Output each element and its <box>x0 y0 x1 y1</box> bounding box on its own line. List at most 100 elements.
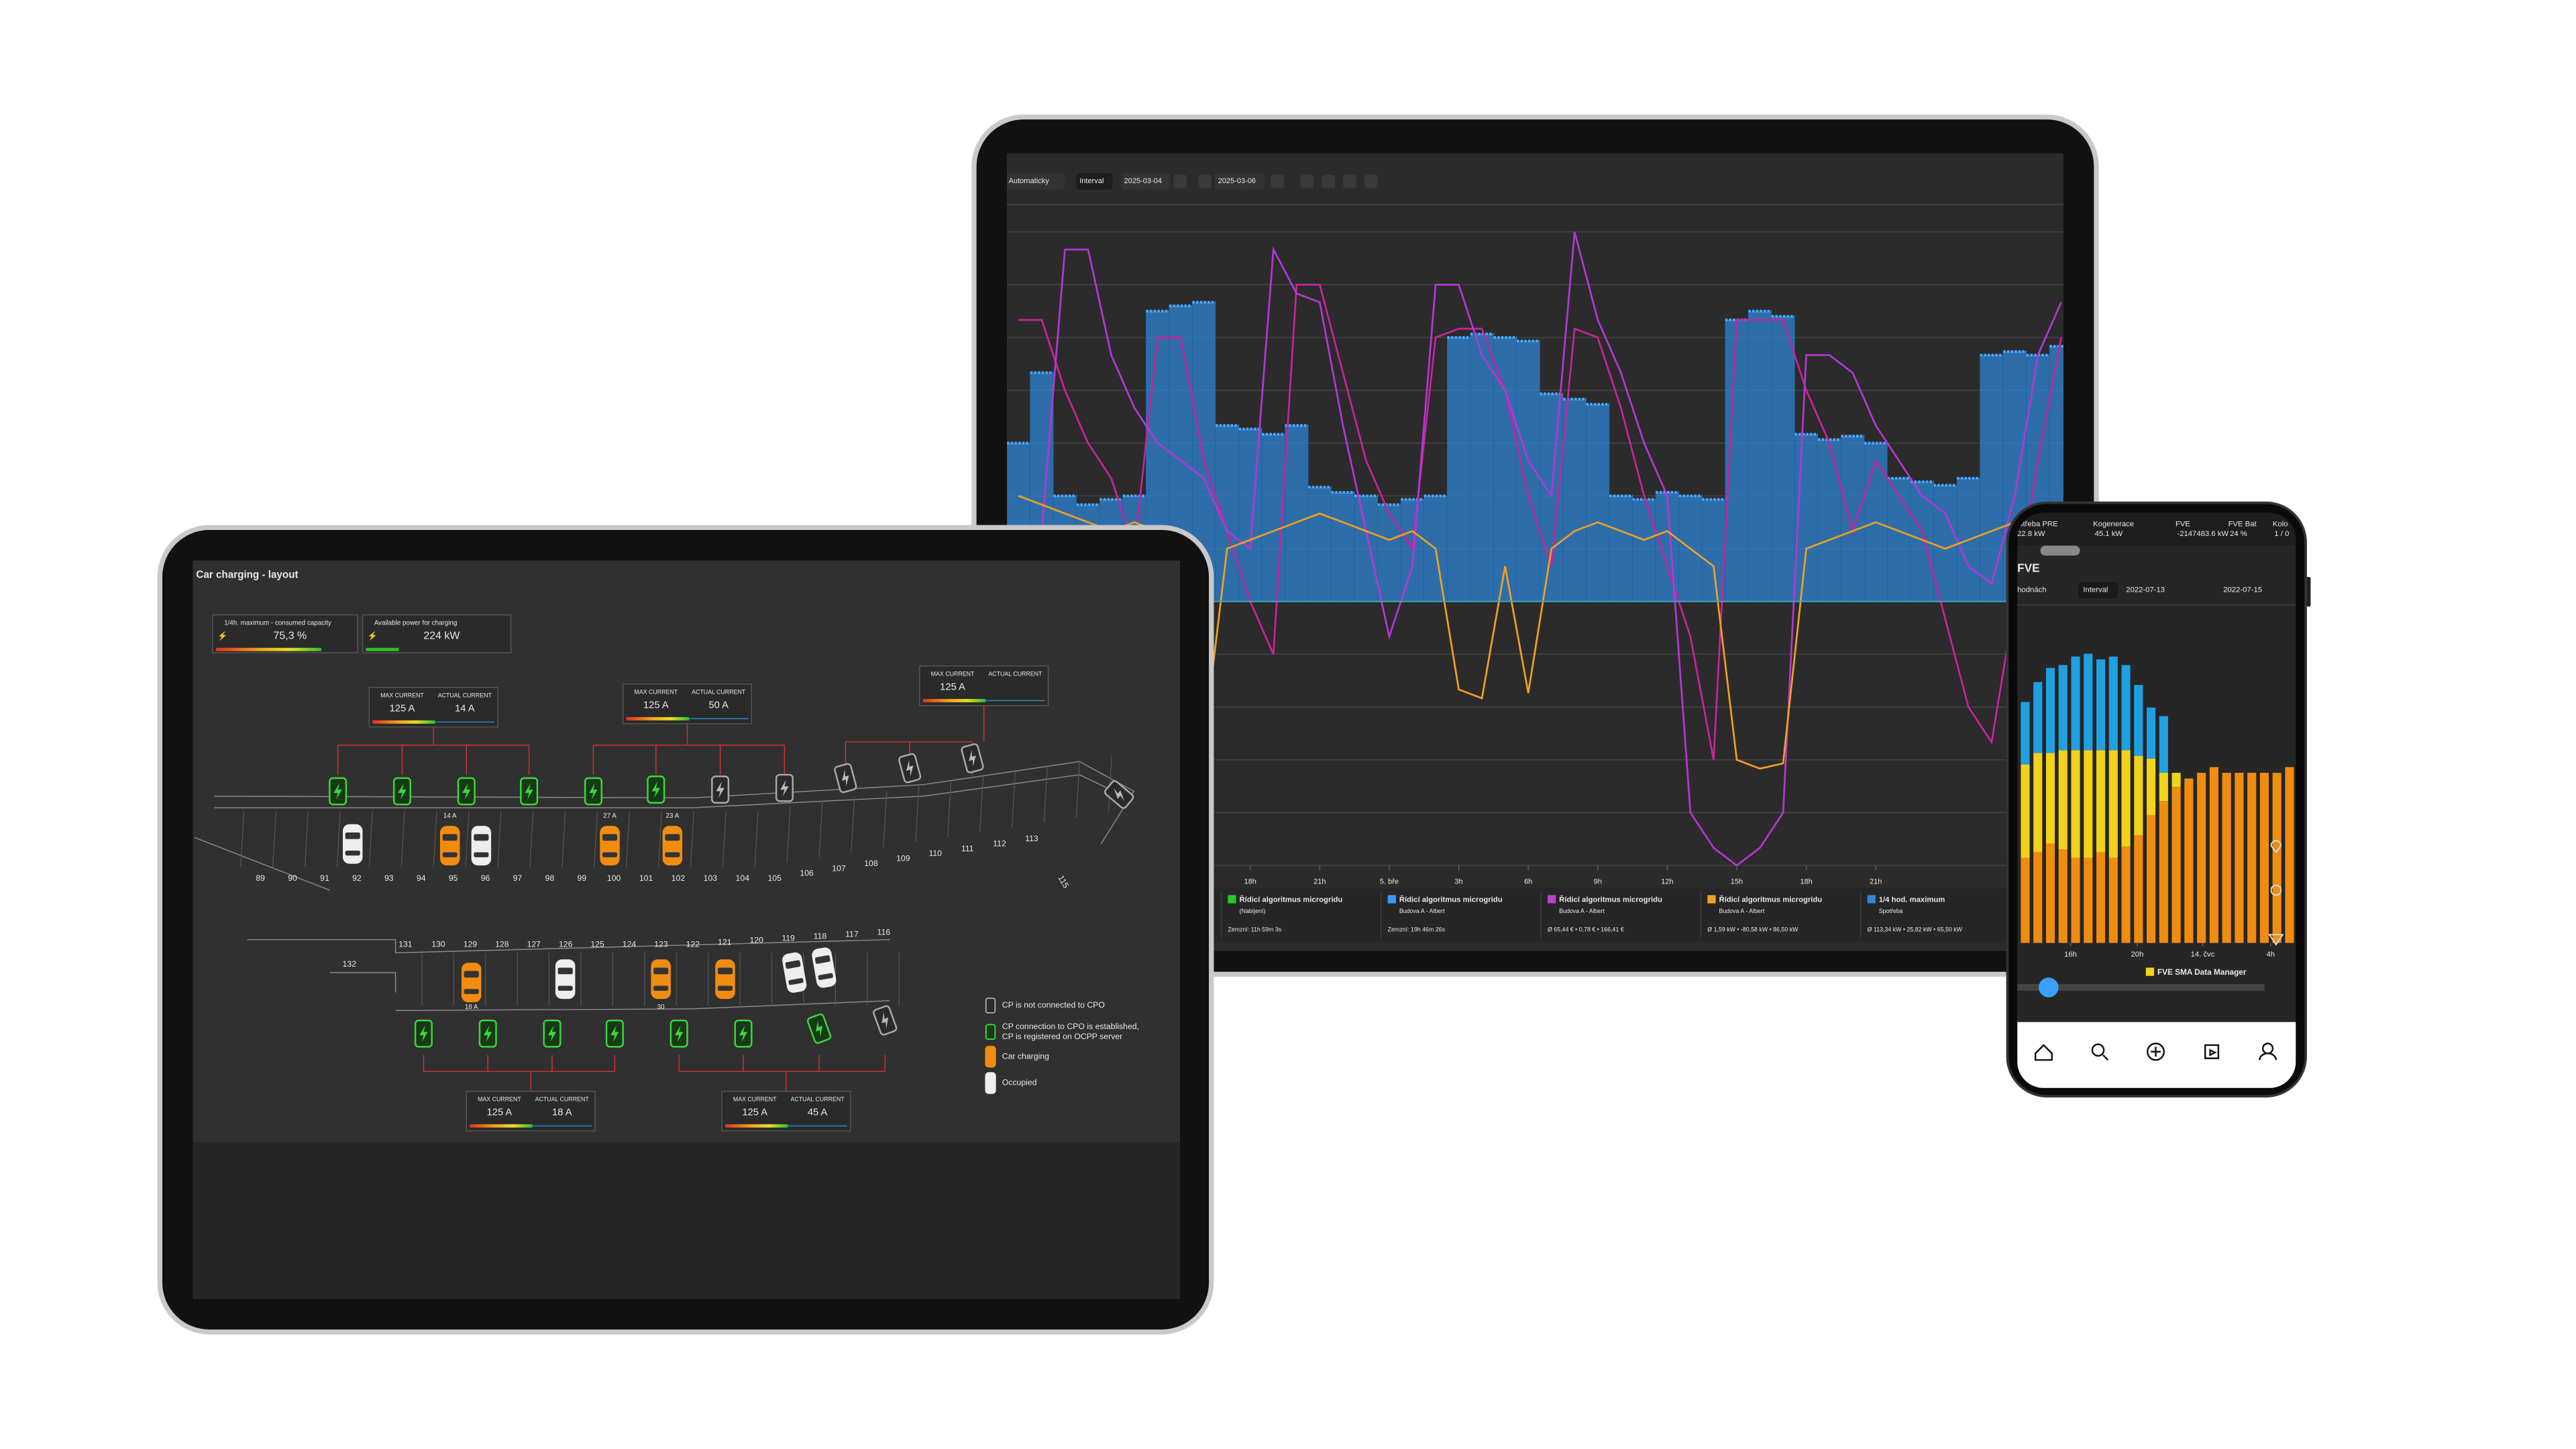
car-current: 18 A <box>465 1004 478 1011</box>
legend-name: Řídicí algoritmus microgridu <box>1240 896 1343 904</box>
spot-number: 103 <box>704 873 718 883</box>
stacked-bar <box>2209 767 2218 943</box>
max-current: 125 A <box>487 1108 513 1118</box>
stacked-bar <box>2171 773 2181 788</box>
spot-number: 128 <box>495 939 509 949</box>
spot-number: 129 <box>464 939 478 949</box>
x-tick-label: 14. čvc <box>2191 951 2215 959</box>
current-header: ACTUAL CURRENT <box>791 1095 845 1102</box>
car-window <box>653 967 669 975</box>
spot-divider <box>594 810 598 867</box>
car-body <box>343 824 363 864</box>
legend-item: FVE SMA Data Manager <box>2157 968 2247 977</box>
charger-bolt <box>881 1012 889 1029</box>
car-body <box>439 826 460 866</box>
spot-number: 96 <box>481 873 490 883</box>
charger-bolt <box>739 1025 748 1042</box>
spot-divider <box>272 810 277 867</box>
charger-bolt <box>716 781 724 798</box>
consumption-bar <box>1540 393 1564 602</box>
car <box>812 947 837 988</box>
scroll-pill <box>2040 545 2080 556</box>
car-window <box>602 852 618 857</box>
actual-current: 50 A <box>708 700 729 711</box>
x-tick-label: 15h <box>1731 878 1743 886</box>
legend-icon <box>985 1024 996 1040</box>
toolbar-button <box>1198 174 1212 189</box>
spot-divider <box>754 810 759 867</box>
stacked-bar <box>2045 667 2055 753</box>
spot-divider <box>851 796 855 853</box>
spot-divider <box>786 806 791 863</box>
toolbar-text: Automaticky <box>1009 177 1050 185</box>
spot-number: 116 <box>877 928 891 937</box>
charger-bolt <box>842 769 849 787</box>
car-window <box>602 834 618 841</box>
layout-title: Car charging - layout <box>196 570 298 581</box>
car-body <box>461 963 482 1003</box>
nav-icon <box>2259 1042 2277 1061</box>
charger-bolt <box>816 1020 822 1037</box>
car-window <box>474 834 489 841</box>
x-tick-label: 21h <box>1313 878 1326 886</box>
spot-number: 131 <box>398 939 413 949</box>
spot-divider <box>1011 771 1016 828</box>
spot-number: 89 <box>256 873 265 883</box>
legend-stat: Ø 1,59 kW • -80,58 kW • 86,50 kW <box>1707 926 1799 932</box>
charger-bolt <box>333 783 342 800</box>
x-tick-label: 18h <box>1800 878 1812 886</box>
car-body <box>715 959 735 1000</box>
legend-subtitle: Budova A - Albert <box>1559 908 1605 914</box>
spot-number: 107 <box>832 863 846 873</box>
current-gauge <box>724 1124 788 1128</box>
stacked-bar <box>2247 773 2257 943</box>
legend-stat: Zemzní: 11h 59m 3s <box>1228 926 1281 932</box>
charger <box>1104 780 1134 809</box>
current-header: MAX CURRENT <box>931 670 975 677</box>
current-header: MAX CURRENT <box>634 688 678 695</box>
spot-divider <box>561 810 566 867</box>
stacked-bar <box>2058 665 2068 751</box>
stacked-bar <box>2222 773 2231 943</box>
car-body <box>662 826 683 866</box>
car-window <box>557 967 573 975</box>
car-current: 14 A <box>443 812 457 820</box>
info-value: 224 kW <box>423 631 460 642</box>
x-tick-label: 12h <box>1661 878 1673 886</box>
spot-number: 130 <box>431 939 445 949</box>
car-current: 23 A <box>666 812 680 820</box>
floating-icon <box>2270 840 2282 854</box>
legend-subtitle: (Nabíjení) <box>1240 908 1266 914</box>
spot-number: 101 <box>639 873 653 883</box>
current-gauge <box>372 720 435 724</box>
x-tick-label: 16h <box>2064 951 2077 959</box>
spot-number: 122 <box>686 939 700 949</box>
spot-number: 94 <box>417 873 426 883</box>
stacked-bar <box>2121 750 2131 847</box>
toolbar-button <box>1343 174 1356 189</box>
charger-bolt <box>1114 788 1125 802</box>
legend-text: Occupied <box>1002 1078 1037 1087</box>
stacked-bar <box>2147 707 2156 759</box>
legend-subtitle: Spotřeba <box>1879 908 1903 914</box>
charger-bolt <box>906 759 914 777</box>
stat-value: 24 % <box>2230 530 2247 538</box>
info-box <box>362 614 512 653</box>
spot-number: 125 <box>590 939 604 949</box>
car-body <box>471 826 492 866</box>
stat-value: 45.1 kW <box>2095 530 2123 538</box>
charger-bolt <box>780 780 789 796</box>
toolbar-button <box>1300 174 1314 189</box>
legend-icon <box>985 1045 996 1068</box>
stacked-bar <box>2259 773 2269 943</box>
consumption-bar <box>1933 485 1957 602</box>
spot-number: 99 <box>577 873 586 883</box>
legend-swatch <box>1387 895 1396 904</box>
toolbar-text: 2025-03-06 <box>1218 177 1256 185</box>
stacked-bar <box>2084 857 2093 943</box>
spot-number: 127 <box>527 939 541 949</box>
info-value: 75,3 % <box>274 631 307 642</box>
consumption-bar <box>1377 504 1401 602</box>
car <box>555 959 576 1000</box>
x-tick-label: 5. bře <box>1380 878 1399 886</box>
